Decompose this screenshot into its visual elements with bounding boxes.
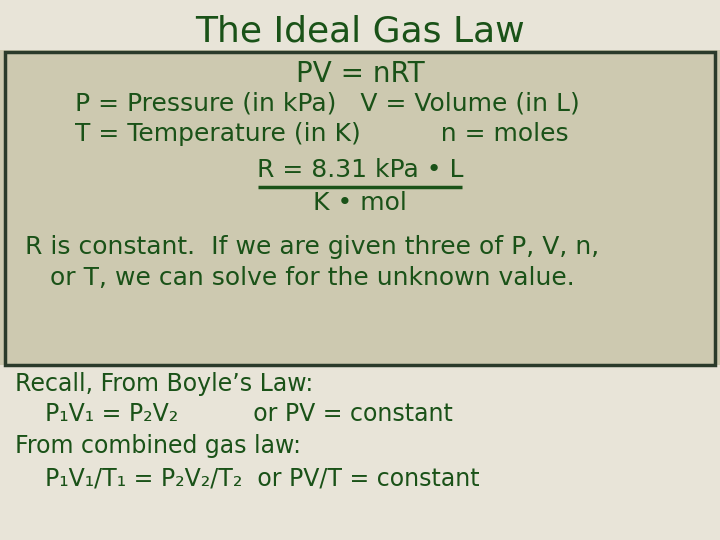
Text: P₁V₁ = P₂V₂          or PV = constant: P₁V₁ = P₂V₂ or PV = constant bbox=[45, 402, 453, 426]
Text: P = Pressure (in kPa)   V = Volume (in L): P = Pressure (in kPa) V = Volume (in L) bbox=[75, 92, 580, 116]
FancyBboxPatch shape bbox=[5, 52, 715, 365]
Text: K • mol: K • mol bbox=[313, 191, 407, 215]
Bar bbox=[0, 365, 720, 540]
Text: R = 8.31 kPa • L: R = 8.31 kPa • L bbox=[257, 158, 463, 182]
Text: PV = nRT: PV = nRT bbox=[296, 60, 424, 88]
Text: T = Temperature (in K)          n = moles: T = Temperature (in K) n = moles bbox=[75, 122, 569, 146]
Text: The Ideal Gas Law: The Ideal Gas Law bbox=[195, 15, 525, 49]
Text: Recall, From Boyle’s Law:: Recall, From Boyle’s Law: bbox=[15, 372, 313, 396]
Text: P₁V₁/T₁ = P₂V₂/T₂  or PV/T = constant: P₁V₁/T₁ = P₂V₂/T₂ or PV/T = constant bbox=[45, 466, 480, 490]
Bar bbox=[0, 0, 720, 50]
Text: or T, we can solve for the unknown value.: or T, we can solve for the unknown value… bbox=[50, 266, 575, 290]
Text: From combined gas law:: From combined gas law: bbox=[15, 434, 301, 458]
Text: R is constant.  If we are given three of P, V, n,: R is constant. If we are given three of … bbox=[25, 235, 599, 259]
